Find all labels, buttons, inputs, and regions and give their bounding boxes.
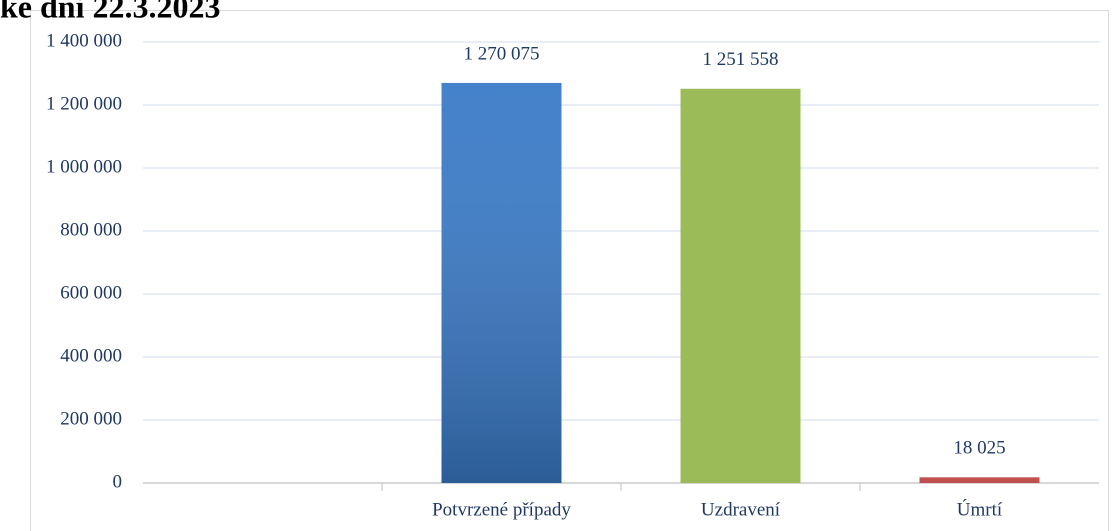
- y-tick-label: 400 000: [60, 345, 122, 366]
- data-label: 1 251 558: [703, 49, 779, 70]
- data-label: 18 025: [953, 438, 1005, 459]
- y-tick-label: 0: [113, 471, 123, 492]
- data-label: 1 270 075: [464, 43, 540, 64]
- x-tick-label: Potvrzené případy: [432, 499, 571, 520]
- chart-title: ke dni 22.3.2023: [0, 0, 220, 24]
- bar: [919, 477, 1040, 483]
- x-tick-label: Úmrtí: [957, 498, 1003, 520]
- y-tick-label: 1 000 000: [46, 156, 122, 177]
- chart-border: [30, 10, 1109, 531]
- y-tick-label: 1 200 000: [46, 93, 122, 114]
- y-tick-label: 200 000: [60, 408, 122, 429]
- y-tick-label: 800 000: [60, 219, 122, 240]
- bar: [680, 88, 801, 484]
- y-tick-label: 1 400 000: [46, 30, 122, 51]
- y-tick-label: 600 000: [60, 282, 122, 303]
- bar-shade: [441, 82, 562, 483]
- x-tick-label: Uzdravení: [701, 499, 781, 520]
